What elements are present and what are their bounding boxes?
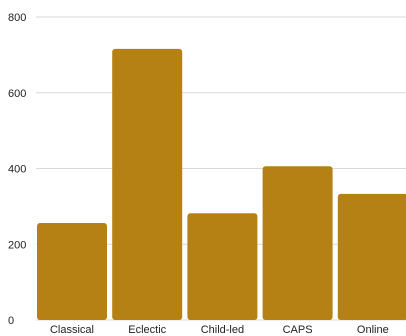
bar-child-led	[187, 213, 257, 320]
x-tick-label: Child-led	[201, 324, 244, 336]
x-axis-category-labels: Classical Eclectic Child-led CAPS Online	[50, 324, 389, 336]
x-tick-label: CAPS	[283, 324, 313, 336]
bar-eclectic	[112, 49, 182, 320]
y-tick-label: 400	[8, 164, 26, 176]
y-tick-label: 600	[8, 88, 26, 100]
bar-classical	[37, 223, 107, 320]
y-axis-tick-labels: 0 200 400 600 800	[8, 12, 26, 327]
bar-online	[338, 194, 406, 320]
y-tick-label: 200	[8, 239, 26, 251]
x-tick-label: Online	[357, 324, 389, 336]
bars	[37, 49, 406, 320]
y-tick-label: 0	[8, 315, 14, 327]
bar-caps	[263, 166, 333, 320]
x-tick-label: Classical	[50, 324, 94, 336]
y-tick-label: 800	[8, 12, 26, 24]
x-tick-label: Eclectic	[128, 324, 166, 336]
